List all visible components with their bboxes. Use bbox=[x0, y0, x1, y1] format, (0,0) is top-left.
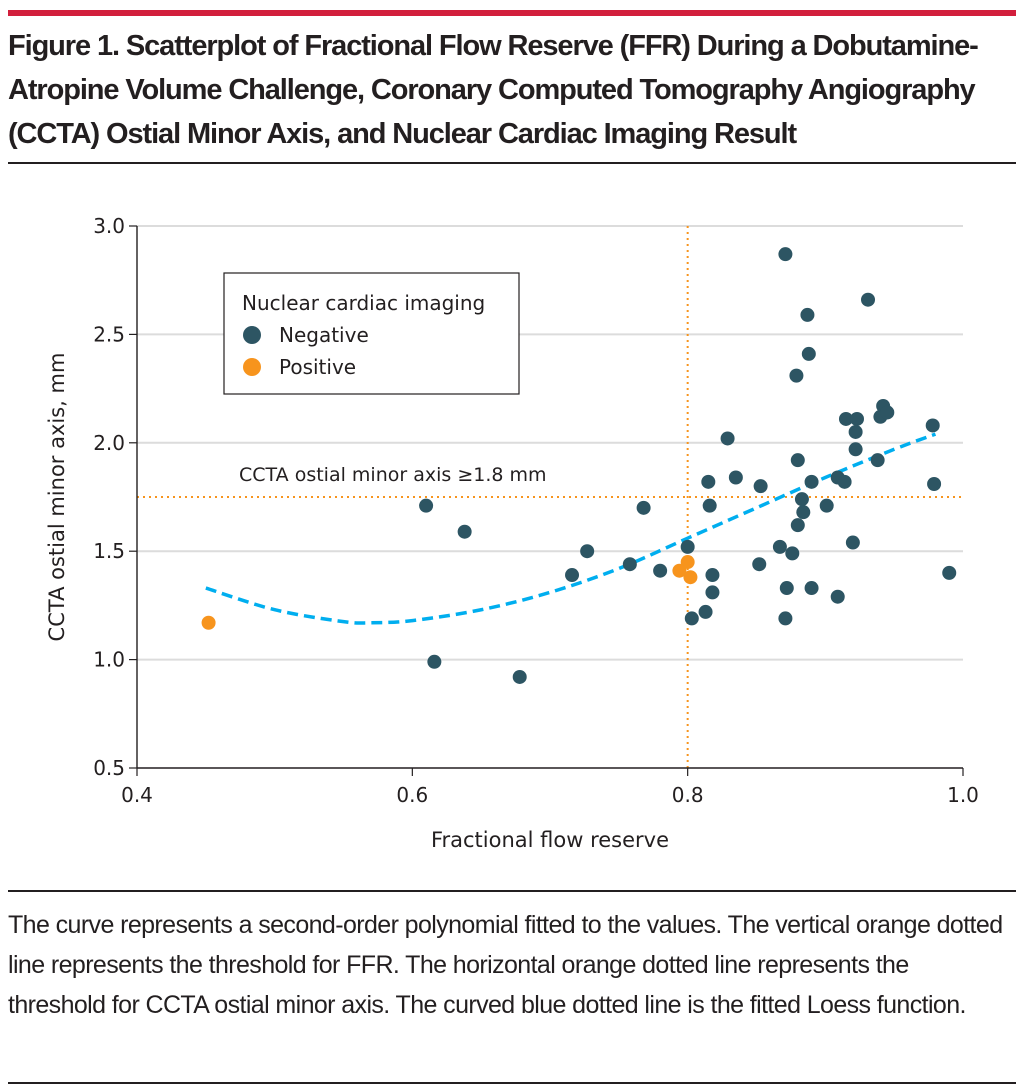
y-tick-label: 2.5 bbox=[93, 322, 125, 346]
data-point-negative bbox=[701, 474, 716, 489]
legend-title: Nuclear cardiac imaging bbox=[242, 291, 485, 315]
data-point-negative bbox=[794, 492, 809, 507]
data-point-negative bbox=[772, 539, 787, 554]
loess-curve bbox=[205, 432, 937, 625]
data-point-negative bbox=[778, 611, 793, 626]
data-point-negative bbox=[778, 247, 793, 262]
data-point-negative bbox=[804, 474, 819, 489]
data-point-positive bbox=[683, 570, 698, 585]
data-point-negative bbox=[819, 498, 834, 513]
x-tick-label: 1.0 bbox=[947, 783, 979, 807]
legend-marker-positive bbox=[243, 358, 261, 376]
data-point-negative bbox=[728, 470, 743, 485]
data-point-negative bbox=[653, 563, 668, 578]
data-point-negative bbox=[796, 505, 811, 520]
x-tick-label: 0.8 bbox=[672, 783, 704, 807]
y-tick-label: 2.0 bbox=[93, 431, 125, 455]
caption-divider-top bbox=[8, 890, 1016, 892]
data-point-negative bbox=[837, 474, 852, 489]
y-axis-title: CCTA ostial minor axis, mm bbox=[45, 353, 69, 642]
data-point-negative bbox=[698, 604, 713, 619]
data-point-negative bbox=[927, 476, 942, 491]
x-axis-title: Fractional flow reserve bbox=[431, 828, 669, 852]
title-divider bbox=[8, 162, 1016, 164]
legend-marker-negative bbox=[243, 326, 261, 344]
data-point-negative bbox=[427, 654, 442, 669]
threshold-annotation: CCTA ostial minor axis ≥1.8 mm bbox=[239, 464, 547, 486]
legend-label-negative: Negative bbox=[279, 323, 369, 347]
y-tick-label: 3.0 bbox=[93, 214, 125, 238]
data-point-negative bbox=[800, 307, 815, 322]
data-point-negative bbox=[880, 405, 895, 420]
loess-curve-group bbox=[205, 432, 937, 625]
accent-bar bbox=[8, 10, 1016, 16]
x-tick-label: 0.4 bbox=[121, 783, 153, 807]
data-points bbox=[201, 247, 957, 684]
data-point-negative bbox=[790, 453, 805, 468]
data-point-negative bbox=[753, 479, 768, 494]
data-point-negative bbox=[622, 557, 637, 572]
data-point-negative bbox=[419, 498, 434, 513]
data-point-negative bbox=[720, 431, 735, 446]
y-tick-label: 1.0 bbox=[93, 648, 125, 672]
legend-box bbox=[223, 272, 520, 395]
data-point-negative bbox=[789, 368, 804, 383]
data-point-negative bbox=[457, 524, 472, 539]
axes: 0.5 1.0 1.5 2.0 2.5 3.0 0.4 0.6 0.8 1.0 bbox=[93, 214, 979, 807]
data-point-negative bbox=[779, 581, 794, 596]
data-point-negative bbox=[861, 292, 876, 307]
data-point-negative bbox=[925, 418, 940, 433]
data-point-negative bbox=[752, 557, 767, 572]
data-point-negative bbox=[636, 500, 651, 515]
data-point-positive bbox=[680, 555, 695, 570]
data-point-negative bbox=[830, 589, 845, 604]
data-point-negative bbox=[849, 411, 864, 426]
data-point-negative bbox=[845, 535, 860, 550]
data-point-negative bbox=[942, 565, 957, 580]
data-point-negative bbox=[801, 346, 816, 361]
scatter-chart: 0.5 1.0 1.5 2.0 2.5 3.0 0.4 0.6 0.8 1.0 Nuclear c… bbox=[45, 214, 979, 852]
data-point-negative bbox=[705, 585, 720, 600]
data-point-negative bbox=[512, 669, 527, 684]
data-point-negative bbox=[684, 611, 699, 626]
legend-label-positive: Positive bbox=[279, 355, 356, 379]
data-point-negative bbox=[790, 518, 805, 533]
data-point-negative bbox=[565, 568, 580, 583]
data-point-negative bbox=[804, 581, 819, 596]
data-point-negative bbox=[680, 539, 695, 554]
data-point-negative bbox=[705, 568, 720, 583]
figure-title: Figure 1. Scatterplot of Fractional Flow… bbox=[8, 30, 979, 150]
x-tick-label: 0.6 bbox=[396, 783, 428, 807]
figure-caption: The curve represents a second-order poly… bbox=[8, 911, 1003, 1019]
data-point-negative bbox=[848, 442, 863, 457]
reference-lines bbox=[137, 226, 963, 768]
data-point-negative bbox=[580, 544, 595, 559]
y-tick-label: 0.5 bbox=[93, 756, 125, 780]
data-point-negative bbox=[870, 453, 885, 468]
caption-divider-bottom bbox=[8, 1082, 1016, 1084]
data-point-positive bbox=[201, 615, 216, 630]
legend: Nuclear cardiac imaging Negative Positiv… bbox=[223, 272, 520, 395]
y-tick-label: 1.5 bbox=[93, 539, 125, 563]
data-point-negative bbox=[785, 546, 800, 561]
data-point-positive bbox=[672, 563, 687, 578]
data-point-negative bbox=[702, 498, 717, 513]
data-point-negative bbox=[848, 424, 863, 439]
data-point-negative bbox=[838, 411, 853, 426]
